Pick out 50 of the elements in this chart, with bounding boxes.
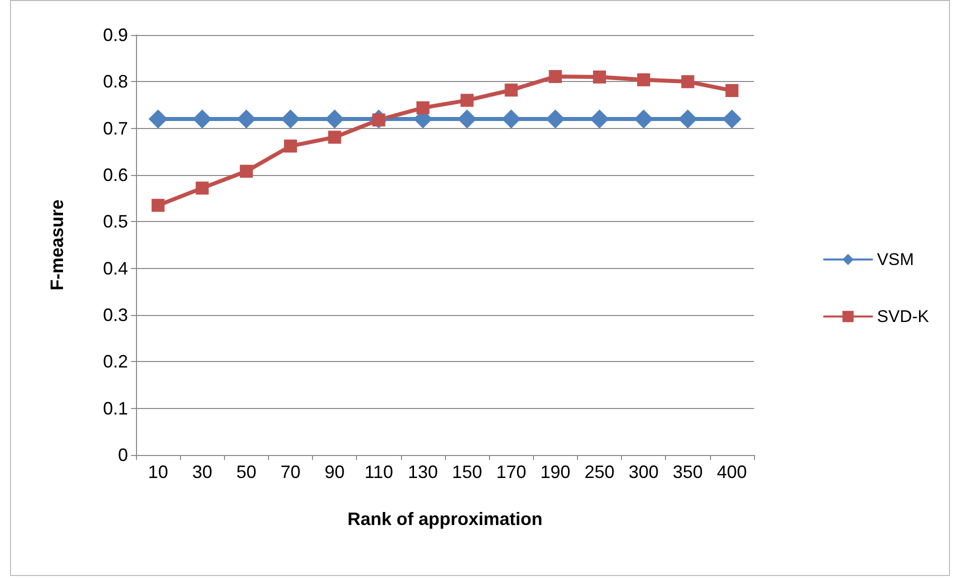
x-tick-label: 30 xyxy=(192,462,212,482)
point xyxy=(637,73,650,86)
point xyxy=(196,182,209,195)
y-tick-label: 0.2 xyxy=(102,352,128,372)
point xyxy=(725,84,738,98)
point xyxy=(590,110,609,128)
y-tick-label: 0.4 xyxy=(102,258,128,278)
x-tick-label: 90 xyxy=(324,462,345,482)
point xyxy=(681,75,694,88)
x-tick-label: 300 xyxy=(628,462,659,482)
y-axis-title: F-measure xyxy=(47,199,67,291)
point xyxy=(328,130,342,144)
legend-label: VSM xyxy=(877,250,914,269)
point xyxy=(325,110,344,128)
point xyxy=(281,110,300,128)
x-tick-label: 130 xyxy=(408,462,438,482)
x-tick-label: 50 xyxy=(236,462,256,482)
y-tick-label: 0.1 xyxy=(102,398,128,418)
point xyxy=(548,70,562,84)
x-tick-label: 10 xyxy=(148,462,168,482)
point xyxy=(634,110,654,128)
point xyxy=(192,110,212,128)
x-axis-title: Rank of approximation xyxy=(347,509,543,529)
y-tick-label: 0.8 xyxy=(102,72,128,92)
y-tick-label: 0.7 xyxy=(102,118,128,138)
x-tick-label: 350 xyxy=(672,462,703,482)
point xyxy=(593,70,606,84)
y-tick-label: 0.6 xyxy=(102,165,128,185)
y-tick-label: 0.3 xyxy=(102,305,128,325)
x-tick-label: 70 xyxy=(280,462,301,482)
point xyxy=(502,110,521,128)
point xyxy=(546,110,565,128)
point xyxy=(284,140,297,153)
x-tick-label: 190 xyxy=(540,462,570,482)
x-tick-label: 170 xyxy=(496,462,526,482)
point xyxy=(236,110,256,128)
x-tick-label: 110 xyxy=(364,462,394,482)
x-tick-label: 150 xyxy=(452,462,482,482)
y-tick-label: 0.5 xyxy=(102,212,128,232)
x-tick-label: 400 xyxy=(716,462,747,482)
y-tick-label: 0 xyxy=(118,445,128,465)
point xyxy=(416,101,430,114)
legend-label: SVD-K xyxy=(877,307,930,326)
x-tick-label: 250 xyxy=(584,462,615,482)
point xyxy=(152,198,165,212)
point xyxy=(504,84,518,97)
point xyxy=(240,164,253,178)
point xyxy=(678,110,698,128)
y-tick-label: 0.9 xyxy=(102,25,128,45)
point xyxy=(460,94,474,107)
